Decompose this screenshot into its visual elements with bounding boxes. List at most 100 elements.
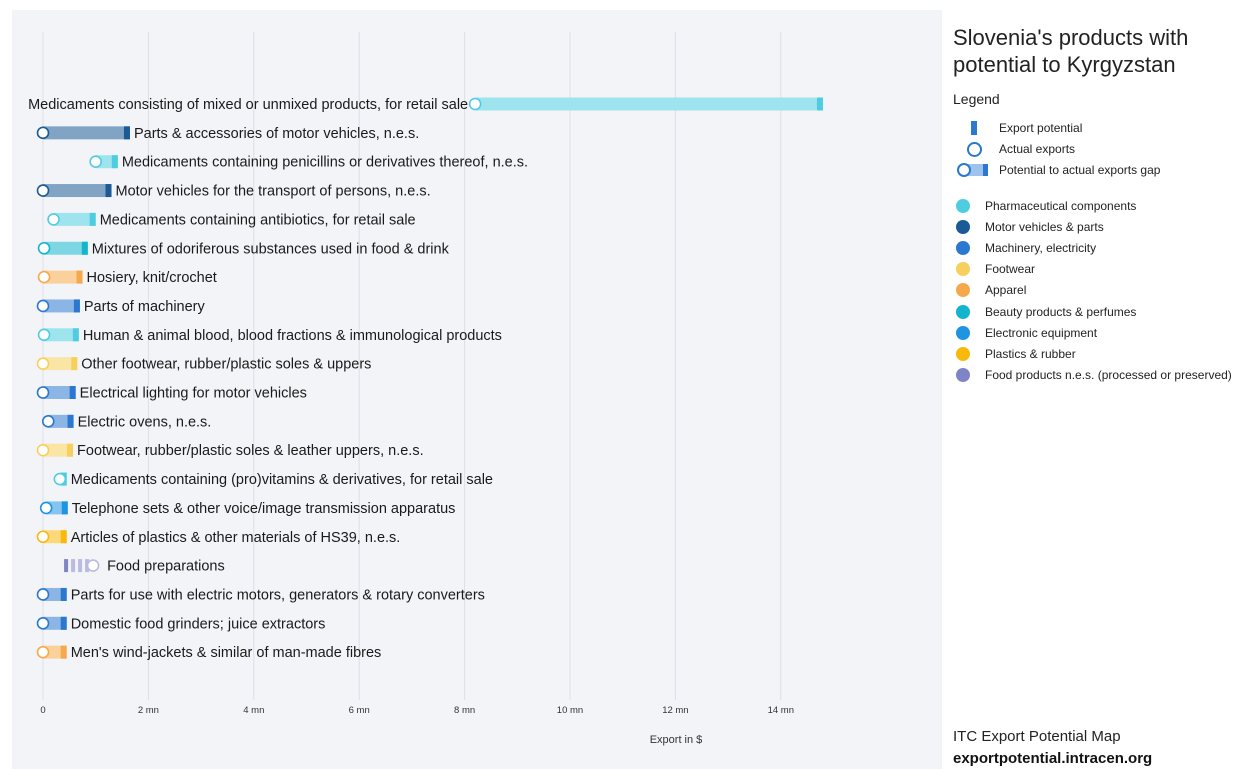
gap-bar xyxy=(43,357,78,371)
legend-sector-apparel[interactable]: Apparel xyxy=(953,280,1026,300)
gap-bar xyxy=(53,212,96,226)
product-label: Medicaments containing antibiotics, for … xyxy=(100,212,416,228)
actual-exports-marker xyxy=(36,386,50,399)
product-label: Medicaments containing penicillins or de… xyxy=(122,155,528,171)
gap-bar xyxy=(44,328,79,342)
chart-panel: 0 2 mn 4 mn 6 mn 8 mn 10 mn 12 mn 14 mn Export i… xyxy=(12,10,942,769)
actual-exports-icon xyxy=(953,139,999,159)
product-label: Motor vehicles for the transport of pers… xyxy=(116,184,431,200)
legend-sector-food[interactable]: Food products n.e.s. (processed or prese… xyxy=(953,365,1232,385)
legend-label: Export potential xyxy=(999,121,1083,135)
export-potential-marker xyxy=(67,414,74,428)
legend-sector-motor-vehicles[interactable]: Motor vehicles & parts xyxy=(953,217,1104,237)
actual-exports-marker xyxy=(468,97,482,111)
export-potential-marker xyxy=(816,97,823,111)
legend-sector-plastics[interactable]: Plastics & rubber xyxy=(953,344,1076,364)
gap-bar xyxy=(43,299,80,313)
gap-bar xyxy=(43,126,130,140)
product-label: Parts & accessories of motor vehicles, n… xyxy=(134,126,419,142)
product-label: Footwear, rubber/plastic soles & leather… xyxy=(77,443,424,459)
gap-bar xyxy=(44,270,83,284)
export-potential-marker xyxy=(60,587,67,601)
product-label: Telephone sets & other voice/image trans… xyxy=(72,501,456,517)
sector-dot-icon xyxy=(953,344,985,364)
gap-bar xyxy=(43,184,112,198)
legend-item-actual-exports[interactable]: Actual exports xyxy=(953,139,1075,159)
export-potential-marker xyxy=(123,126,130,140)
export-potential-marker xyxy=(69,386,76,399)
gap-icon xyxy=(953,160,999,180)
actual-exports-marker xyxy=(36,299,50,313)
actual-exports-marker xyxy=(36,357,50,370)
actual-exports-marker xyxy=(36,126,50,140)
x-tick-label: 4 mn xyxy=(243,705,264,716)
product-label: Food preparations xyxy=(107,559,225,575)
actual-exports-marker xyxy=(37,328,51,342)
actual-exports-marker xyxy=(36,588,50,601)
actual-exports-marker xyxy=(47,213,60,226)
legend-sector-pharmaceutical[interactable]: Pharmaceutical components xyxy=(953,196,1136,216)
product-label: Medicaments consisting of mixed or unmix… xyxy=(28,97,468,113)
export-potential-marker xyxy=(81,241,88,255)
actual-exports-marker xyxy=(41,415,55,428)
export-potential-marker xyxy=(89,212,96,226)
x-tick-label: 8 mn xyxy=(454,705,475,716)
x-tick-label: 0 xyxy=(40,705,45,716)
gap-bar xyxy=(475,97,823,111)
legend-sector-electronic[interactable]: Electronic equipment xyxy=(953,323,1097,343)
x-tick-label: 10 mn xyxy=(557,705,583,716)
product-label: Electric ovens, n.e.s. xyxy=(78,414,212,430)
sector-dot-icon xyxy=(953,196,985,216)
product-label: Mixtures of odoriferous substances used … xyxy=(92,241,450,257)
x-tick-label: 6 mn xyxy=(349,705,370,716)
gap-bar xyxy=(44,241,88,255)
legend-label: Plastics & rubber xyxy=(985,347,1076,361)
export-potential-icon xyxy=(953,118,999,138)
legend-label: Apparel xyxy=(985,283,1027,297)
actual-exports-marker xyxy=(37,241,51,255)
actual-exports-marker xyxy=(39,501,53,515)
actual-exports-marker xyxy=(53,472,67,486)
x-tick-label: 2 mn xyxy=(138,705,159,716)
legend-label: Machinery, electricity xyxy=(985,241,1097,255)
footer-source: ITC Export Potential Map xyxy=(953,728,1121,745)
x-tick-label: 14 mn xyxy=(768,705,794,716)
product-label: Domestic food grinders; juice extractors xyxy=(71,616,326,632)
product-label: Other footwear, rubber/plastic soles & u… xyxy=(81,357,371,373)
export-potential-marker xyxy=(60,645,67,659)
excess-segment xyxy=(71,559,76,573)
legend-sector-footwear[interactable]: Footwear xyxy=(953,259,1035,279)
sector-dot-icon xyxy=(953,302,985,322)
product-label: Electrical lighting for motor vehicles xyxy=(80,386,307,402)
legend-item-gap[interactable]: Potential to actual exports gap xyxy=(953,160,1160,180)
x-axis-title: Export in $ xyxy=(650,734,703,746)
legend-label: Potential to actual exports gap xyxy=(999,163,1161,177)
export-potential-marker xyxy=(76,270,83,284)
chart-title: Slovenia's products with potential to Ky… xyxy=(953,25,1189,77)
product-label: Articles of plastics & other materials o… xyxy=(71,530,401,546)
legend-label: Pharmaceutical components xyxy=(985,199,1137,213)
legend-sector-beauty[interactable]: Beauty products & perfumes xyxy=(953,302,1136,322)
export-potential-marker xyxy=(60,616,67,630)
legend-item-export-potential[interactable]: Export potential xyxy=(953,118,1082,138)
export-potential-marker xyxy=(60,530,67,544)
gap-bar xyxy=(43,386,76,399)
actual-exports-marker xyxy=(36,443,50,457)
sector-dot-icon xyxy=(953,259,985,279)
footer-url[interactable]: exportpotential.intracen.org xyxy=(953,750,1153,767)
sector-dot-icon xyxy=(953,323,985,343)
legend-title: Legend xyxy=(953,91,1000,107)
sector-dot-icon xyxy=(953,365,985,385)
actual-exports-marker xyxy=(36,645,50,659)
legend-label: Electronic equipment xyxy=(985,326,1098,340)
excess-segment xyxy=(78,559,83,573)
product-label: Hosiery, knit/crochet xyxy=(87,270,217,286)
export-potential-marker xyxy=(67,443,74,457)
gap-bar xyxy=(43,443,74,457)
x-tick-label: 12 mn xyxy=(662,705,688,716)
export-potential-marker xyxy=(111,155,118,169)
actual-exports-marker xyxy=(86,559,100,572)
product-label: Human & animal blood, blood fractions & … xyxy=(83,328,502,344)
export-potential-marker xyxy=(73,299,80,313)
legend-sector-machinery[interactable]: Machinery, electricity xyxy=(953,238,1096,258)
